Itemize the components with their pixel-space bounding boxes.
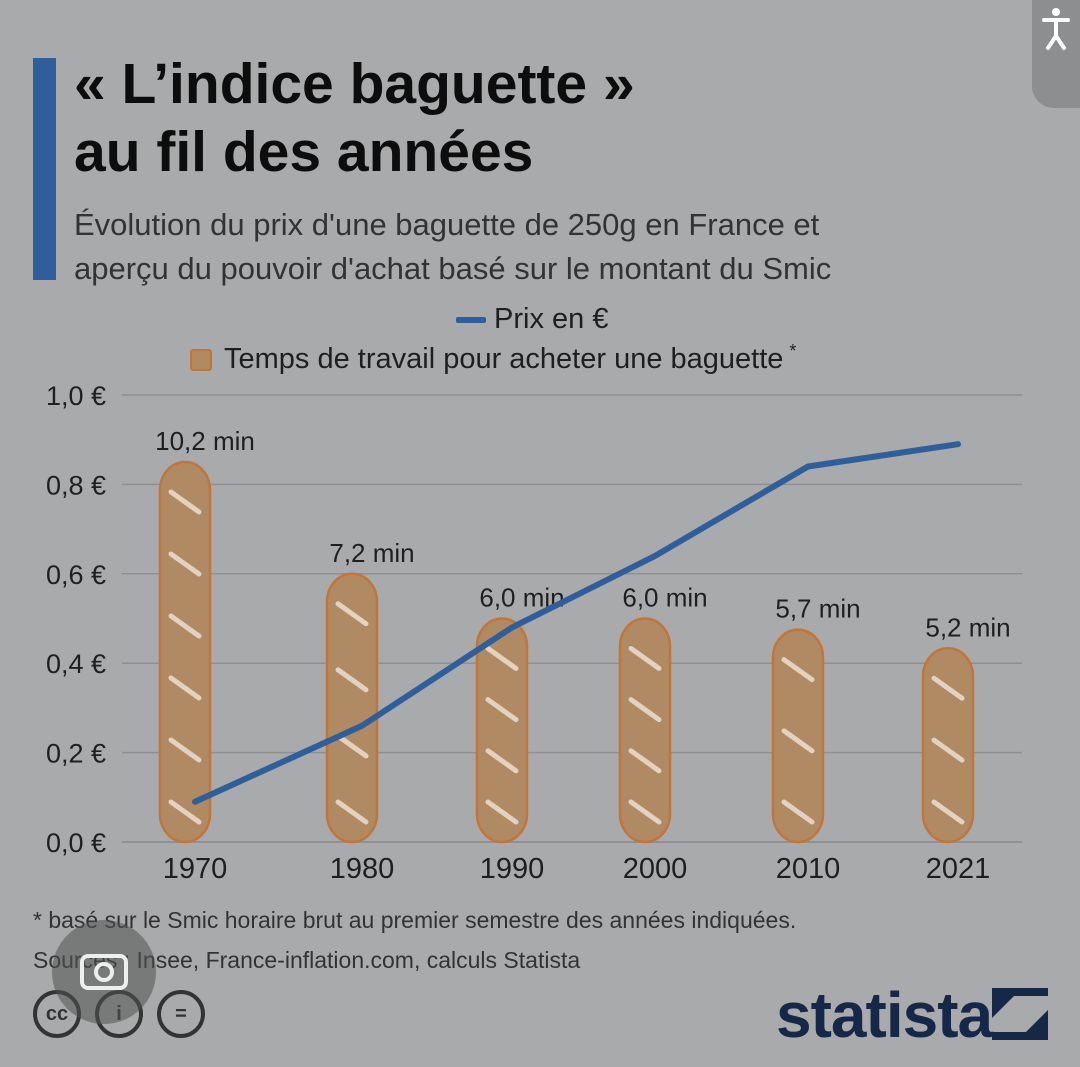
chart-subtitle: Évolution du prix d'une baguette de 250g… <box>74 203 1054 291</box>
baguette-body <box>325 572 379 844</box>
legend-baguette-swatch <box>190 348 212 371</box>
legend-asterisk: * <box>789 341 797 361</box>
y-tick-label: 0,2 € <box>46 739 106 769</box>
baguette-slash <box>168 613 202 639</box>
accessibility-icon <box>1042 8 1070 50</box>
baguette-bar <box>771 628 825 844</box>
camera-glyph-icon <box>80 954 128 990</box>
x-tick-label: 2010 <box>776 853 841 885</box>
y-tick-label: 0,6 € <box>46 560 106 590</box>
baguette-bar <box>475 617 529 844</box>
baguette-slash <box>781 728 815 754</box>
y-tick-label: 1,0 € <box>46 381 106 411</box>
x-tick-label: 1970 <box>163 853 228 885</box>
legend-item-price: Prix en € <box>456 303 608 336</box>
baguette-slash <box>781 799 815 825</box>
baguette-slash <box>168 551 202 577</box>
bar-data-label: 6,0 min <box>622 582 707 612</box>
baguette-slash <box>931 799 965 825</box>
baguette-slash <box>628 748 662 774</box>
chart-plot: 1,0 € 0,8 € 0,6 € 0,4 € 0,2 € 0,0 € 10,2 min 7… <box>46 381 1022 885</box>
baguette-slash <box>628 645 662 671</box>
title-accent-bar <box>33 58 56 280</box>
camera-lens-icon[interactable] <box>52 920 156 1024</box>
baguette-slash <box>335 667 369 693</box>
baguette-slash <box>168 799 202 825</box>
bar-data-label: 7,2 min <box>329 538 414 568</box>
baguette-slash <box>931 675 965 701</box>
x-tick-label: 1990 <box>480 853 545 885</box>
y-tick-label: 0,4 € <box>46 649 106 679</box>
baguette-slash <box>628 799 662 825</box>
bar-data-label: 10,2 min <box>155 426 255 456</box>
y-tick-label: 0,8 € <box>46 470 106 500</box>
baguette-slash <box>335 601 369 627</box>
bar-data-label: 5,2 min <box>925 612 1010 642</box>
baguette-body <box>771 628 825 844</box>
legend-label-price: Prix en € <box>494 303 609 335</box>
x-tick-label: 2000 <box>623 853 688 885</box>
title-line-2: au fil des années <box>74 120 534 184</box>
baguette-slash <box>781 657 815 683</box>
chart-title: « L’indice baguette » au fil des années <box>74 50 974 186</box>
subtitle-line-1: Évolution du prix d'une baguette de 250g… <box>74 207 820 242</box>
baguette-bar <box>158 460 212 844</box>
legend-label-time: Temps de travail pour acheter une baguet… <box>224 343 784 375</box>
no-derivatives-icon[interactable]: = <box>157 990 205 1038</box>
statista-mark-icon <box>992 988 1048 1040</box>
bar-data-label: 5,7 min <box>775 594 860 624</box>
baguette-slash <box>628 697 662 723</box>
baguette-slash <box>485 799 519 825</box>
x-tick-label: 1980 <box>330 853 395 885</box>
accessibility-tab[interactable] <box>1032 0 1080 108</box>
legend-line-swatch <box>456 316 486 323</box>
baguette-slash <box>485 748 519 774</box>
baguette-slash <box>485 645 519 671</box>
baguette-slash <box>485 697 519 723</box>
baguette-bar <box>921 647 975 844</box>
y-tick-label: 0,0 € <box>46 828 106 858</box>
baguette-slash <box>931 737 965 763</box>
baguette-body <box>618 617 672 844</box>
baguette-slash <box>168 737 202 763</box>
subtitle-line-2: aperçu du pouvoir d'achat basé sur le mo… <box>74 251 832 286</box>
baguette-bar <box>618 617 672 844</box>
baguette-body <box>475 617 529 844</box>
baguette-slash <box>168 489 202 515</box>
baguette-body <box>158 460 212 844</box>
baguette-slash <box>168 675 202 701</box>
x-tick-label: 2021 <box>926 853 991 885</box>
footnote-note: * basé sur le Smic horaire brut au premi… <box>33 907 797 933</box>
price-line <box>192 441 961 805</box>
title-line-1: « L’indice baguette » <box>74 52 635 116</box>
baguette-slash <box>335 733 369 759</box>
baguette-slash <box>335 799 369 825</box>
baguette-bar <box>325 572 379 844</box>
legend-item-time: Temps de travail pour acheter une baguet… <box>190 341 797 376</box>
statista-logo[interactable]: statista <box>776 979 993 1051</box>
